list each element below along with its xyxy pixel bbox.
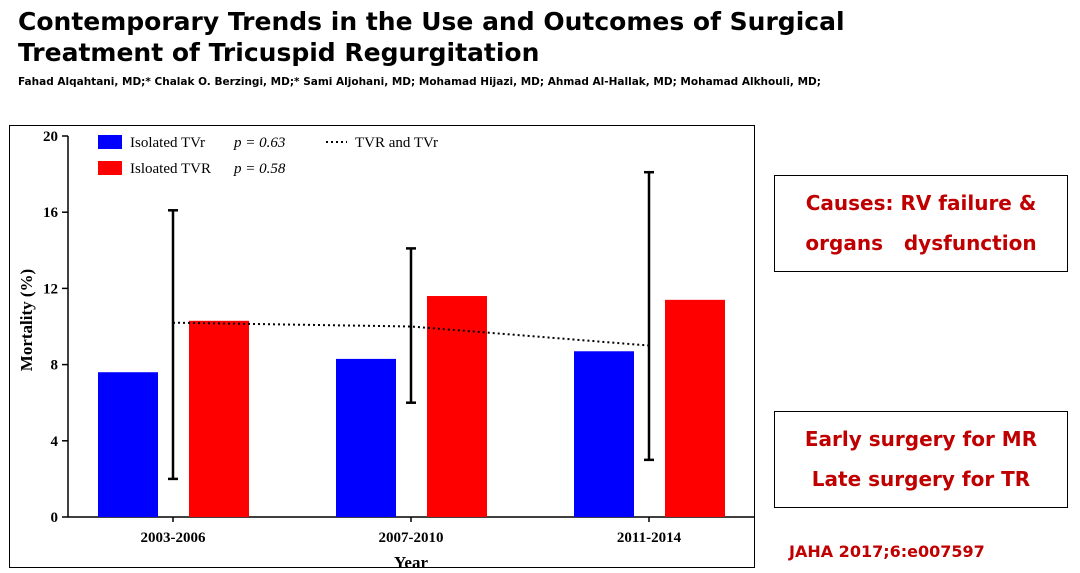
legend-p-value-tvr: p = 0.63 [233,135,285,151]
legend-label-isolated-tvr: Isolated TVr [130,135,205,151]
axes [67,136,754,518]
author-list: Fahad Alqahtani, MD;* Chalak O. Berzingi… [18,76,821,88]
y-axis-label: Mortality (%) [17,269,36,371]
causes-callout-line-2: organs dysfunction [805,231,1037,255]
bar-isolated-tvr-2007-2010 [336,358,396,517]
bar-isloated-tvr-2011-2014 [665,299,725,517]
surgery-timing-callout: Early surgery for MR Late surgery for TR [774,411,1068,508]
legend-swatch-isloated-tvr-replacement [98,161,122,175]
bar-isolated-tvr-2011-2014 [574,351,634,517]
y-tick-label-0: 0 [51,510,59,526]
x-tick-label-2007-2010: 2007-2010 [379,530,444,546]
bar-isloated-tvr-2007-2010 [427,296,487,517]
surgery-timing-callout-line-2: Late surgery for TR [811,467,1031,491]
bar-isolated-tvr-2003-2006 [98,372,158,517]
y-tick-label-12: 12 [43,281,58,297]
journal-citation: JAHA 2017;6:e007597 [789,542,985,561]
slide-title: Contemporary Trends in the Use and Outco… [18,6,1058,68]
x-axis-label: Year [394,553,428,568]
slide-title-line-2: Treatment of Tricuspid Regurgitation [18,38,540,67]
x-tick-labels: 2003-2006 2007-2010 2011-2014 [141,517,682,546]
legend-swatch-isolated-tvr [98,135,122,149]
legend-label-isloated-tvr-replacement: Isloated TVR [130,161,211,177]
causes-callout: Causes: RV failure & organs dysfunction [774,175,1068,272]
bar-isloated-tvr-2003-2006 [189,320,249,517]
legend: Isolated TVr p = 0.63 Isloated TVR p = 0… [98,135,438,177]
mortality-bar-chart: 0 4 8 12 16 20 2003-2006 2007-2010 2011-2014 Ye… [17,129,754,568]
error-bars [168,170,654,481]
y-ticks: 0 4 8 12 16 20 [43,129,68,526]
chart-frame: 0 4 8 12 16 20 2003-2006 2007-2010 2011-2014 Ye… [9,125,755,568]
surgery-timing-callout-line-1: Early surgery for MR [804,427,1038,451]
y-tick-label-20: 20 [43,129,58,145]
legend-label-trend: TVR and TVr [355,135,438,151]
bars [98,296,725,517]
y-tick-label-4: 4 [51,434,59,450]
y-tick-label-16: 16 [43,205,59,221]
legend-p-value-tvr-replacement: p = 0.58 [233,161,286,177]
slide-title-line-1: Contemporary Trends in the Use and Outco… [18,7,845,36]
x-tick-label-2003-2006: 2003-2006 [141,530,206,546]
x-tick-label-2011-2014: 2011-2014 [617,530,682,546]
y-tick-label-8: 8 [51,358,59,374]
causes-callout-line-1: Causes: RV failure & [805,191,1037,215]
